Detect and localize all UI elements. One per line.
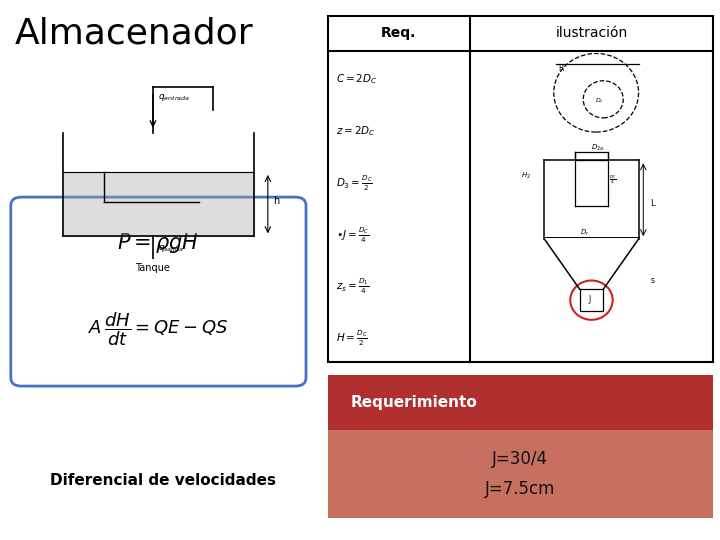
Text: $z = 2D_C$: $z = 2D_C$ <box>336 124 376 138</box>
Text: $A\,\dfrac{dH}{dt} = QE - QS$: $A\,\dfrac{dH}{dt} = QE - QS$ <box>89 311 228 348</box>
Text: $D_{2a}$: $D_{2a}$ <box>591 143 605 153</box>
Text: J=30/4
J=7.5cm: J=30/4 J=7.5cm <box>485 450 555 498</box>
Bar <box>63 172 254 237</box>
Text: Requerimiento: Requerimiento <box>351 395 477 410</box>
Bar <box>328 430 713 518</box>
Text: $q_{entrada}$: $q_{entrada}$ <box>158 92 190 103</box>
Text: ilustración: ilustración <box>555 26 628 40</box>
Text: $\frac{D_C}{4}$: $\frac{D_C}{4}$ <box>609 174 617 186</box>
Text: $D_3 = \frac{D_C}{2}$: $D_3 = \frac{D_C}{2}$ <box>336 173 373 193</box>
Text: $H = \frac{D_C}{2}$: $H = \frac{D_C}{2}$ <box>336 329 368 348</box>
Text: $q_{salida}$: $q_{salida}$ <box>158 243 184 254</box>
Text: $P = \rho g H$: $P = \rho g H$ <box>117 231 199 255</box>
Text: $C = 2D_C$: $C = 2D_C$ <box>336 72 378 86</box>
Text: $D_c$: $D_c$ <box>595 97 604 105</box>
Text: $H_2$: $H_2$ <box>521 171 531 181</box>
Text: Req.: Req. <box>381 26 417 40</box>
Text: J: J <box>588 295 590 305</box>
Text: Diferencial de velocidades: Diferencial de velocidades <box>50 473 276 488</box>
Text: $z_s = \frac{D_1}{4}$: $z_s = \frac{D_1}{4}$ <box>336 277 369 296</box>
Text: Tanque: Tanque <box>135 262 171 273</box>
Text: R: R <box>559 64 564 73</box>
Text: h: h <box>274 196 279 206</box>
Text: L: L <box>650 199 655 208</box>
FancyBboxPatch shape <box>11 197 306 386</box>
Text: Almacenador: Almacenador <box>14 16 253 50</box>
Text: $\bullet J = \frac{D_C}{4}$: $\bullet J = \frac{D_C}{4}$ <box>336 225 370 245</box>
Text: s: s <box>650 276 654 285</box>
Bar <box>328 16 713 362</box>
Text: $D_r$: $D_r$ <box>580 228 590 238</box>
Bar <box>328 375 713 430</box>
